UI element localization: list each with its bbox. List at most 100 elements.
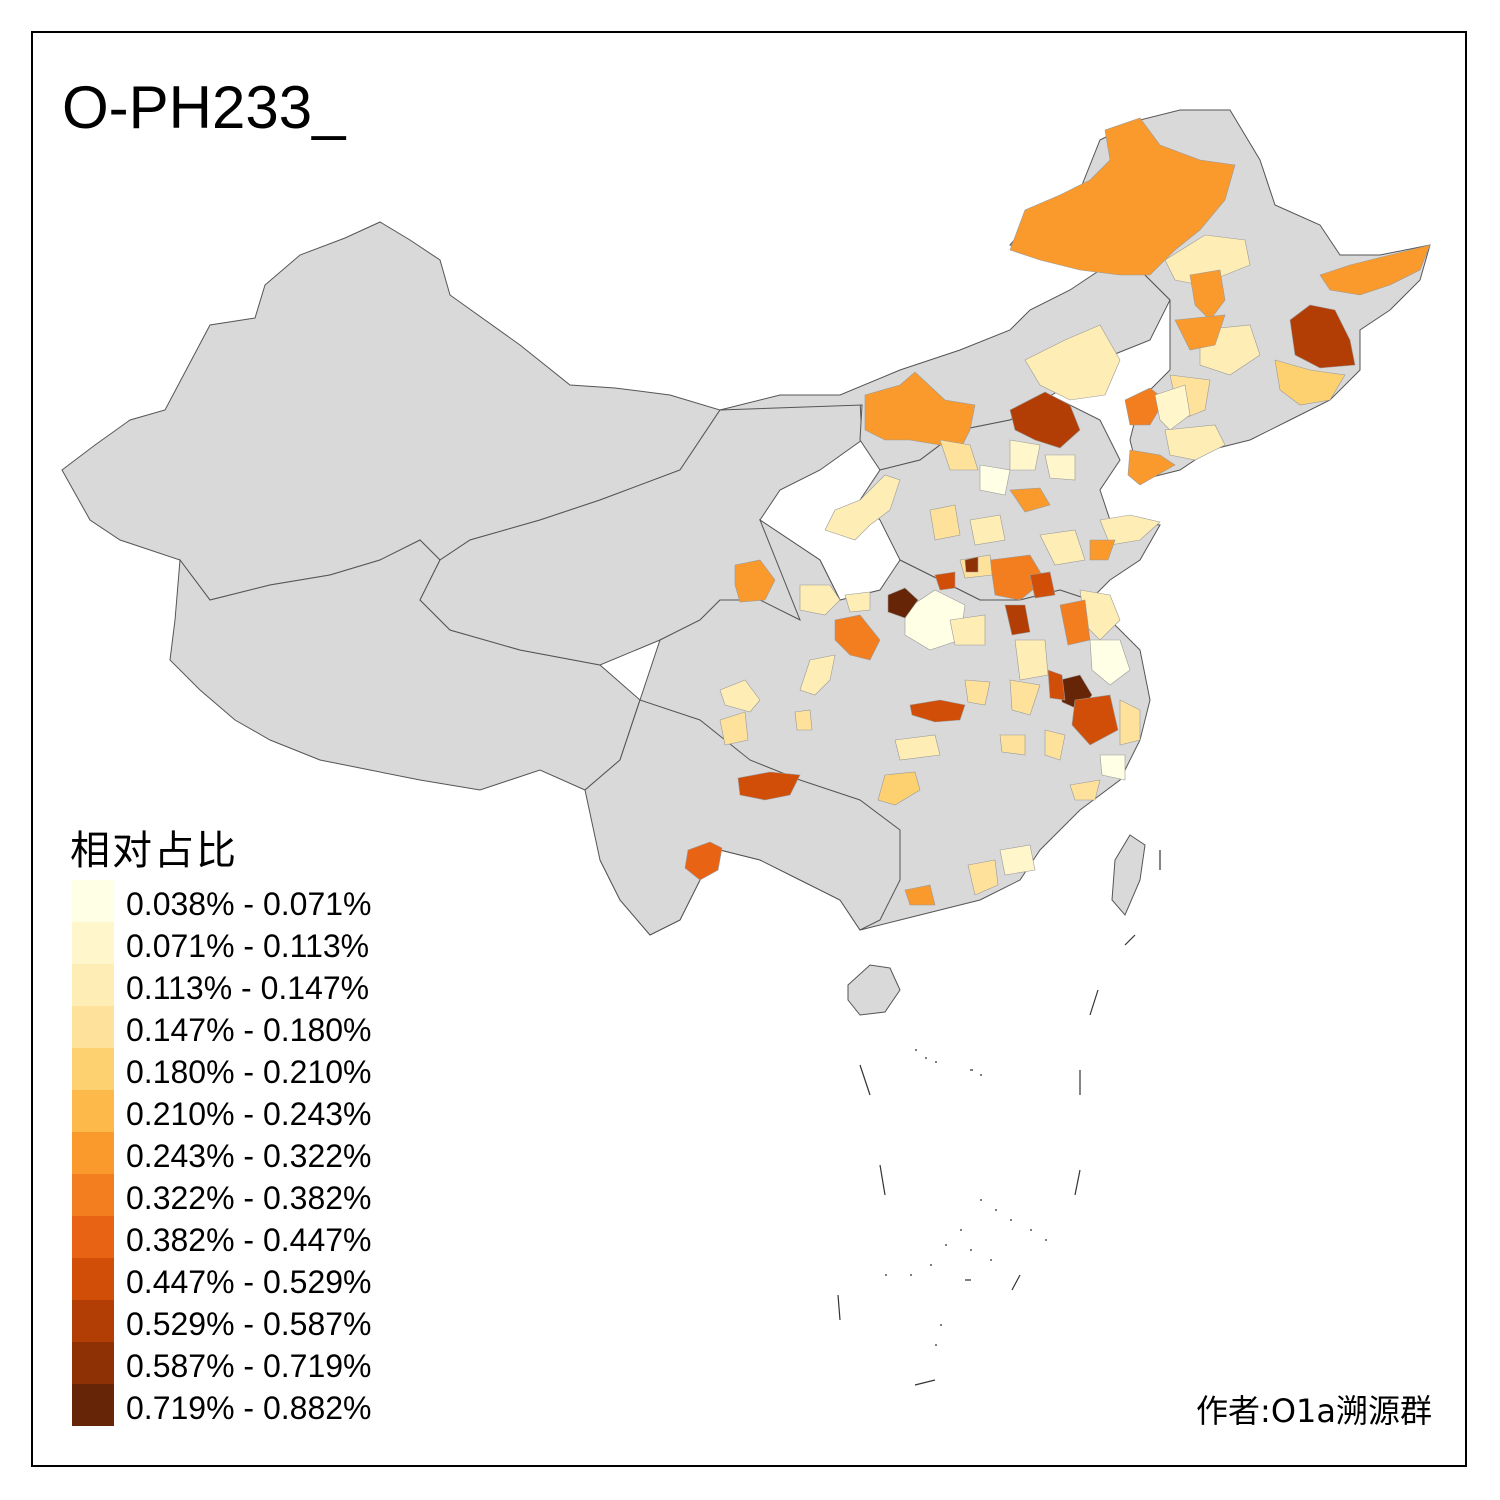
region-north-4 — [1009, 487, 1051, 513]
map-title: O-PH233_ — [62, 74, 346, 141]
region-liaoning-3 — [1164, 424, 1226, 461]
legend-swatch — [72, 1384, 114, 1426]
region-anhui-orange — [1071, 694, 1119, 746]
legend-item: 0.322% - 0.382% — [72, 1174, 412, 1216]
region-ne-2 — [1189, 269, 1226, 321]
region-ne-1 — [1164, 234, 1251, 286]
region-central-yellow-2 — [1009, 679, 1041, 716]
south-china-sea-islands — [837, 850, 1161, 1386]
island-dots-2 — [885, 1199, 1047, 1276]
region-henan-6 — [934, 571, 956, 591]
legend-swatch — [72, 1174, 114, 1216]
region-henan-3 — [1029, 571, 1056, 599]
region-dark-north — [1009, 391, 1081, 449]
region-guangxi-orange — [904, 884, 936, 906]
region-henan-5 — [949, 614, 986, 646]
legend-item: 0.719% - 0.882% — [72, 1384, 412, 1426]
legend-item: 0.147% - 0.180% — [72, 1006, 412, 1048]
region-shanxi-1 — [824, 474, 901, 541]
legend-swatch — [72, 1300, 114, 1342]
island-line-7 — [914, 1379, 936, 1386]
region-qinghai-orange — [734, 559, 776, 603]
island-line-9 — [1124, 934, 1136, 946]
region-west-inner-mongolia — [864, 371, 976, 451]
region-hubei-1 — [909, 699, 966, 723]
legend-item: 0.529% - 0.587% — [72, 1300, 412, 1342]
legend-label: 0.587% - 0.719% — [126, 1348, 372, 1384]
region-taiwan — [1111, 834, 1146, 916]
region-shanxi-2 — [929, 504, 961, 541]
legend-item: 0.113% - 0.147% — [72, 964, 412, 1006]
region-hubei-3 — [894, 734, 941, 761]
island-line-8 — [1089, 989, 1099, 1016]
legend-item: 0.243% - 0.322% — [72, 1132, 412, 1174]
region-yunnan-orange — [684, 841, 723, 881]
region-gansu-2 — [844, 591, 871, 613]
region-hubei-2 — [964, 679, 991, 706]
island-line-2 — [879, 1164, 886, 1196]
region-mudanjiang — [1289, 304, 1356, 369]
legend-label: 0.113% - 0.147% — [126, 970, 370, 1006]
legend-label: 0.529% - 0.587% — [126, 1306, 372, 1342]
region-fujian-1 — [1069, 779, 1101, 801]
legend-label: 0.243% - 0.322% — [126, 1138, 372, 1174]
legend-swatch — [72, 1132, 114, 1174]
region-jiangxi-2 — [1044, 729, 1066, 761]
region-ne-6 — [1174, 314, 1226, 351]
legend-swatch — [72, 1342, 114, 1384]
region-guangdong-1 — [967, 859, 999, 896]
island-line-6 — [1011, 1274, 1021, 1291]
legend-item: 0.180% - 0.210% — [72, 1048, 412, 1090]
legend-item: 0.038% - 0.071% — [72, 880, 412, 922]
region-henan-1 — [989, 554, 1046, 601]
legend-swatch — [72, 964, 114, 1006]
region-chifeng — [1024, 324, 1121, 401]
author-credit: 作者:O1a溯源群 — [1196, 1392, 1432, 1430]
legend-label: 0.038% - 0.071% — [126, 886, 372, 922]
legend-label: 0.147% - 0.180% — [126, 1012, 372, 1048]
region-zhejiang-2 — [1099, 754, 1126, 781]
legend-label: 0.447% - 0.529% — [126, 1264, 372, 1300]
legend-swatch — [72, 1048, 114, 1090]
legend-label: 0.719% - 0.882% — [126, 1390, 372, 1426]
region-shanxi-3 — [969, 514, 1006, 546]
legend-swatch — [72, 1006, 114, 1048]
legend-label: 0.180% - 0.210% — [126, 1054, 372, 1090]
legend-title: 相对占比 — [70, 828, 238, 874]
region-zhejiang-1 — [1119, 699, 1141, 746]
region-liaoning-4 — [1127, 449, 1176, 486]
region-gansu-3 — [834, 614, 881, 661]
region-north-1 — [1009, 439, 1041, 471]
legend-item: 0.382% - 0.447% — [72, 1216, 412, 1258]
region-jiangxi-1 — [999, 734, 1026, 756]
region-sichuan-2 — [719, 711, 749, 746]
region-guizhou-yellow — [877, 771, 921, 806]
region-guizhou-dark — [737, 771, 801, 801]
region-hainan — [847, 964, 901, 1016]
legend-label: 0.210% - 0.243% — [126, 1096, 372, 1132]
map-frame — [31, 31, 1467, 1467]
region-henan-7 — [964, 556, 979, 573]
legend-swatch — [72, 922, 114, 964]
legend-item: 0.447% - 0.529% — [72, 1258, 412, 1300]
legend-swatch — [72, 880, 114, 922]
region-sichuan-4 — [799, 654, 836, 696]
legend-label: 0.322% - 0.382% — [126, 1180, 372, 1216]
region-liaoning-2 — [1154, 384, 1191, 431]
region-north-5 — [1044, 454, 1076, 481]
island-dots-3 — [935, 1279, 971, 1346]
region-sichuan-3 — [794, 709, 813, 731]
region-southwest — [584, 699, 901, 936]
region-north-3 — [939, 439, 979, 471]
region-sichuan-1 — [719, 679, 761, 713]
region-gansu-1 — [799, 584, 841, 616]
legend-swatch — [72, 1216, 114, 1258]
legend-item: 0.210% - 0.243% — [72, 1090, 412, 1132]
region-ne-3 — [1319, 244, 1431, 296]
island-line-5 — [1074, 1169, 1081, 1196]
region-henan-4 — [1004, 604, 1031, 636]
legend-label: 0.071% - 0.113% — [126, 928, 370, 964]
region-anhui-white — [1089, 639, 1131, 686]
region-hulunbuir — [1009, 117, 1236, 276]
region-liaoning-1 — [1124, 387, 1166, 426]
